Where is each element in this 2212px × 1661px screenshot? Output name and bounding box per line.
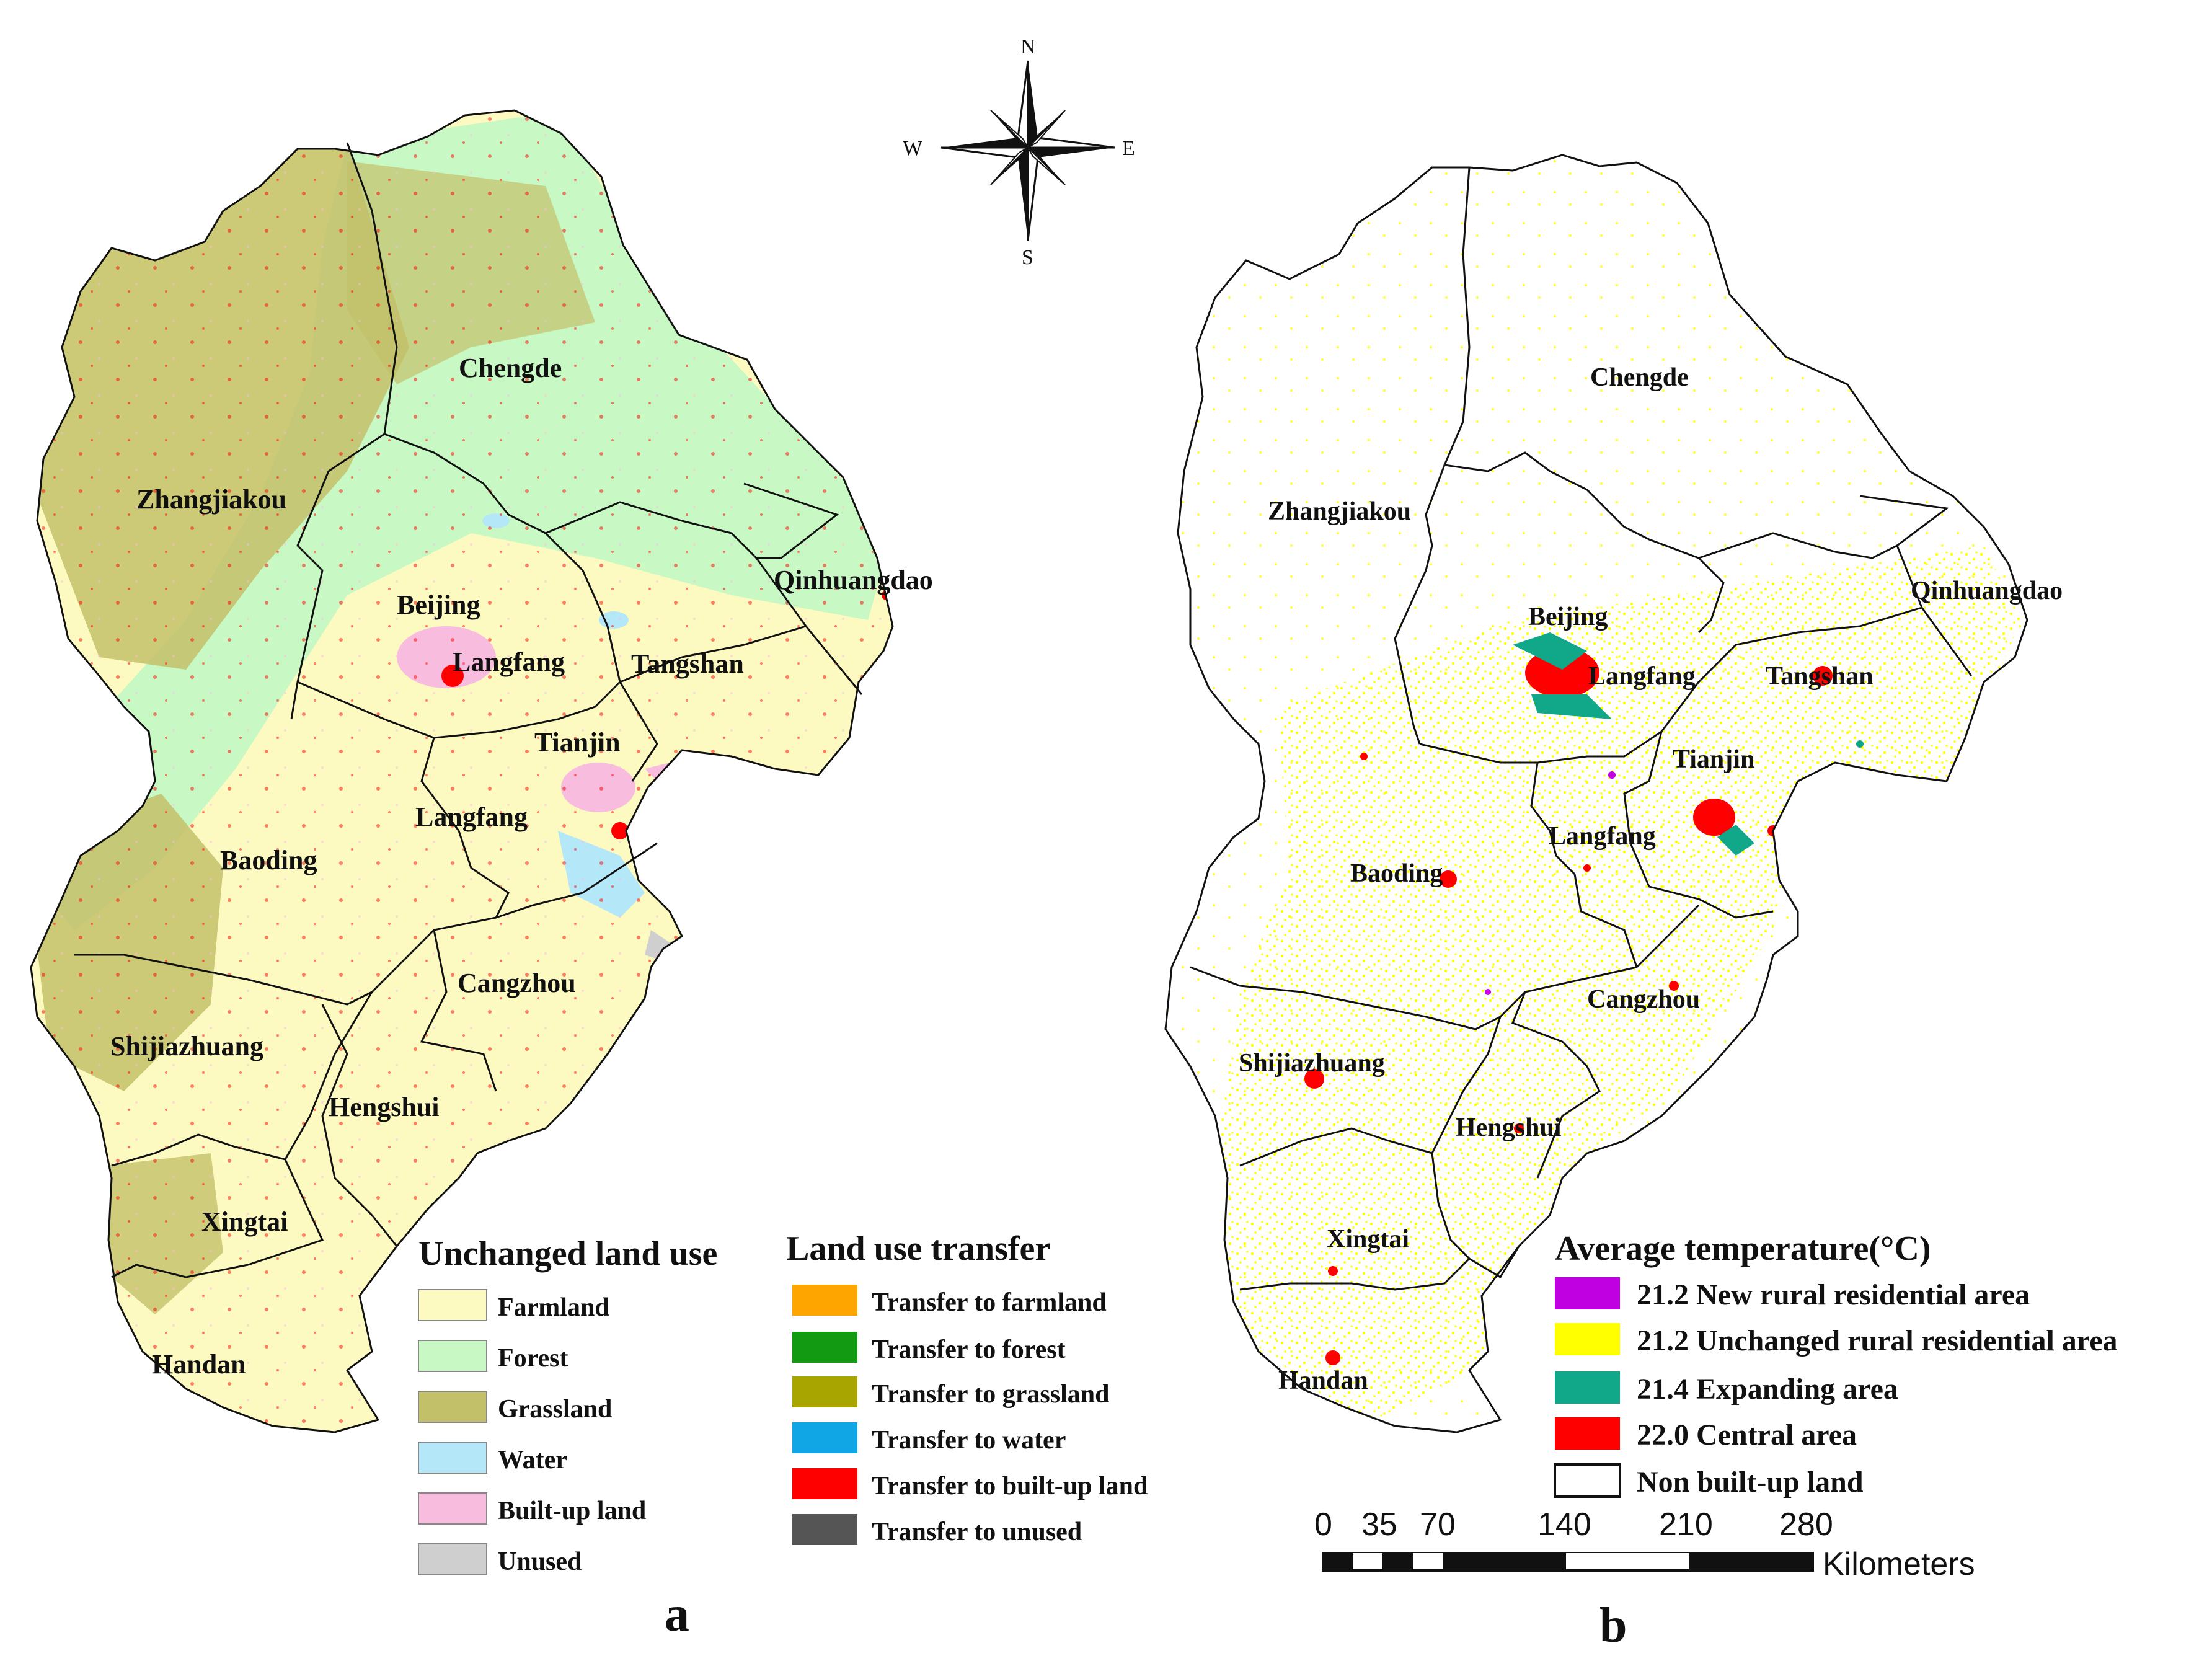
city-label: Tangshan	[1766, 662, 1874, 691]
panel-label-b: b	[1599, 1598, 1627, 1653]
legend-unchanged-land-use: Unchanged land use Farmland Forest Grass…	[418, 1234, 717, 1576]
legend-item: 22.0 Central area	[1637, 1419, 1857, 1451]
legend-title: Unchanged land use	[418, 1234, 717, 1273]
legend-item: Water	[498, 1446, 567, 1474]
legend-item: Farmland	[498, 1293, 609, 1322]
central-area-tianjin	[1693, 799, 1735, 836]
city-label: Langfang	[415, 802, 528, 832]
north-arrow-icon: N S E W	[903, 35, 1135, 269]
legend-swatch-water	[418, 1442, 487, 1474]
city-label: Baoding	[1350, 859, 1443, 888]
legend-item: Transfer to farmland	[872, 1288, 1107, 1317]
city-label: Chengde	[459, 353, 562, 383]
city-label: Xingtai	[1327, 1225, 1409, 1254]
scale-unit: Kilometers	[1823, 1546, 1975, 1582]
legend-swatch-nonbuilt	[1554, 1463, 1621, 1498]
scale-tick: 210	[1659, 1507, 1713, 1543]
legend-item: Transfer to grassland	[872, 1380, 1109, 1409]
panel-b-boundaries	[1164, 154, 2028, 1433]
legend-item: Grassland	[498, 1395, 612, 1424]
legend-swatch-t-forest	[792, 1332, 857, 1363]
city-label: Langfang	[453, 647, 565, 677]
panel-a-city-labels: Chengde Zhangjiakou Beijing Langfang Tan…	[110, 353, 933, 1380]
city-label: Cangzhou	[1587, 985, 1700, 1014]
city-label: Qinhuangdao	[774, 565, 933, 595]
legend-item: 21.2 Unchanged rural residential area	[1637, 1324, 2118, 1357]
city-label: Zhangjiakou	[136, 484, 286, 515]
city-label: Shijiazhuang	[110, 1031, 263, 1061]
legend-swatch-unchanged-rural	[1555, 1323, 1620, 1355]
legend-swatch-unused	[418, 1543, 487, 1575]
city-label: Tianjin	[534, 727, 621, 758]
legend-swatch-central	[1555, 1417, 1620, 1450]
city-label: Handan	[1278, 1366, 1368, 1395]
legend-swatch-t-water	[792, 1422, 857, 1453]
legend-item: 21.2 New rural residential area	[1637, 1278, 2030, 1311]
panel-b-city-labels: Chengde Zhangjiakou Beijing Langfang Tan…	[1239, 363, 2063, 1395]
compass-n: N	[1020, 35, 1036, 58]
scale-tick: 140	[1537, 1507, 1591, 1543]
legend-swatch-new-rural	[1555, 1277, 1620, 1309]
legend-item: 21.4 Expanding area	[1637, 1373, 1898, 1406]
legend-title: Average temperature(°C)	[1555, 1229, 1931, 1268]
city-label: Cangzhou	[458, 968, 576, 998]
legend-item: Unused	[498, 1548, 582, 1576]
scale-tick: 0	[1314, 1507, 1332, 1543]
city-label: Hengshui	[1456, 1114, 1562, 1142]
compass-w: W	[903, 137, 923, 160]
legend-swatch-t-farmland	[792, 1285, 857, 1316]
legend-swatch-t-unused	[792, 1514, 857, 1545]
scale-tick: 35	[1361, 1507, 1397, 1543]
city-label: Qinhuangdao	[1911, 577, 2063, 605]
panel-label-a: a	[665, 1587, 689, 1642]
legend-swatch-grassland	[418, 1391, 487, 1423]
city-label: Chengde	[1590, 363, 1689, 392]
city-label: Tianjin	[1673, 745, 1754, 774]
city-label: Beijing	[397, 590, 480, 620]
city-label: Baoding	[220, 845, 317, 875]
compass-s: S	[1022, 246, 1033, 269]
city-label: Langfang	[1588, 662, 1696, 691]
city-label: Langfang	[1549, 822, 1656, 851]
panel-a-boundaries	[30, 109, 894, 1433]
legend-swatch-farmland	[418, 1289, 487, 1321]
legend-swatch-expanding	[1555, 1371, 1620, 1404]
city-label: Zhangjiakou	[1268, 497, 1411, 526]
legend-land-use-transfer: Land use transfer Transfer to farmland T…	[786, 1229, 1148, 1546]
legend-title: Land use transfer	[786, 1229, 1050, 1268]
legend-item: Transfer to built-up land	[872, 1472, 1148, 1500]
legend-item: Transfer to unused	[872, 1518, 1082, 1546]
city-label: Tangshan	[631, 649, 744, 679]
scale-tick: 280	[1779, 1507, 1833, 1543]
legend-average-temperature: Average temperature(°C) 21.2 New rural r…	[1554, 1229, 2118, 1499]
legend-item: Transfer to forest	[872, 1335, 1066, 1364]
city-label: Handan	[152, 1349, 246, 1380]
legend-swatch-t-grassland	[792, 1376, 857, 1407]
legend-swatch-forest	[418, 1340, 487, 1372]
city-label: Shijiazhuang	[1239, 1049, 1385, 1078]
legend-item: Forest	[498, 1344, 568, 1373]
legend-item: Built-up land	[498, 1497, 646, 1525]
legend-item: Transfer to water	[872, 1426, 1066, 1455]
city-label: Xingtai	[201, 1207, 288, 1237]
compass-e: E	[1122, 137, 1135, 160]
city-label: Beijing	[1528, 603, 1608, 631]
city-label: Hengshui	[329, 1092, 440, 1122]
legend-item: Non built-up land	[1637, 1466, 1864, 1499]
scale-tick: 70	[1420, 1507, 1456, 1543]
scale-bar: 0 35 70 140 210 280 Kilometers	[1314, 1507, 1975, 1582]
legend-swatch-t-builtup	[792, 1468, 857, 1499]
legend-swatch-builtup	[418, 1492, 487, 1525]
